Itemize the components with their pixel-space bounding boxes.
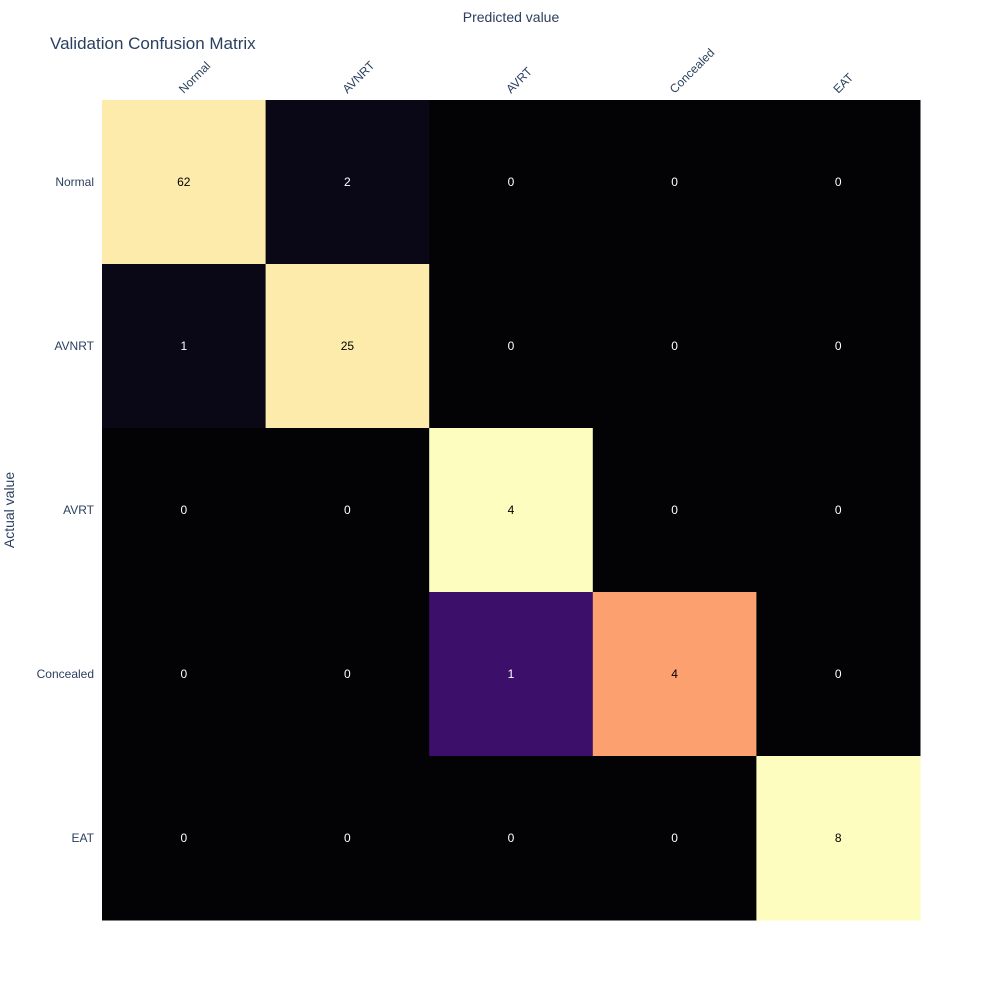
heatmap-cell-concealed-eat [756, 592, 921, 757]
y-tick-label-eat: EAT [72, 831, 95, 845]
heatmap-cell-avnrt-normal [102, 264, 267, 429]
x-tick-label-avrt: AVRT [503, 64, 535, 96]
heatmap-cell-avnrt-eat [756, 264, 921, 429]
cell-value-label: 0 [835, 175, 842, 189]
heatmap-cell-normal-eat [756, 100, 921, 265]
x-axis-tick-labels: Normal AVNRT AVRT Concealed EAT [176, 46, 857, 96]
cell-value-label: 8 [835, 831, 842, 845]
cell-value-label: 0 [671, 339, 678, 353]
cell-value-label: 0 [671, 175, 678, 189]
cell-value-label: 2 [344, 175, 351, 189]
heatmap-cell-avrt-normal [102, 428, 267, 593]
heatmap-cell-normal-avrt [429, 100, 594, 265]
heatmap-cell-concealed-normal [102, 592, 267, 757]
heatmap-cell-normal-normal [102, 100, 267, 265]
heatmap-cell-eat-normal [102, 756, 267, 921]
heatmap-cell-avrt-avrt [429, 428, 594, 593]
cell-value-label: 4 [508, 503, 515, 517]
cell-value-label: 0 [180, 667, 187, 681]
chart-title: Validation Confusion Matrix [50, 34, 256, 53]
x-tick-label-normal: Normal [176, 59, 213, 96]
cell-value-label: 0 [180, 503, 187, 517]
heatmap-cell-normal-avnrt [265, 100, 430, 265]
heatmap-cells [102, 100, 921, 921]
x-tick-label-eat: EAT [830, 70, 856, 96]
x-tick-label-concealed: Concealed [667, 46, 717, 96]
cell-value-label: 0 [344, 831, 351, 845]
y-axis-tick-labels: Normal AVNRT AVRT Concealed EAT [37, 175, 95, 845]
cell-value-label: 1 [180, 339, 187, 353]
cell-value-label: 62 [177, 175, 191, 189]
cell-value-label: 0 [344, 503, 351, 517]
heatmap-cell-eat-eat [756, 756, 921, 921]
cell-value-label: 0 [671, 831, 678, 845]
heatmap-cell-eat-concealed [592, 756, 757, 921]
cell-value-label: 0 [508, 175, 515, 189]
cell-value-label: 0 [344, 667, 351, 681]
cell-value-label: 0 [508, 339, 515, 353]
heatmap-cell-concealed-avrt [429, 592, 594, 757]
x-tick-label-avnrt: AVNRT [340, 58, 378, 96]
cell-value-label: 0 [671, 503, 678, 517]
cell-value-label: 0 [508, 831, 515, 845]
y-tick-label-avnrt: AVNRT [54, 339, 94, 353]
heatmap-cell-concealed-concealed [592, 592, 757, 757]
heatmap-cell-labels: 62 2 0 0 0 1 25 0 0 0 0 0 4 0 0 0 0 1 4 0 0 0 0 0 8 [177, 175, 842, 845]
heatmap-cell-avnrt-concealed [592, 264, 757, 429]
heatmap-cell-eat-avrt [429, 756, 594, 921]
cell-value-label: 0 [180, 831, 187, 845]
heatmap-cell-eat-avnrt [265, 756, 430, 921]
cell-value-label: 0 [835, 667, 842, 681]
heatmap-cell-avrt-avnrt [265, 428, 430, 593]
y-tick-label-normal: Normal [55, 175, 94, 189]
cell-value-label: 1 [508, 667, 515, 681]
y-tick-label-avrt: AVRT [63, 503, 95, 517]
heatmap-cell-avnrt-avnrt [265, 264, 430, 429]
cell-value-label: 25 [341, 339, 355, 353]
heatmap-cell-concealed-avnrt [265, 592, 430, 757]
cell-value-label: 0 [835, 503, 842, 517]
cell-value-label: 4 [671, 667, 678, 681]
heatmap-cell-avnrt-avrt [429, 264, 594, 429]
heatmap-cell-avrt-eat [756, 428, 921, 593]
y-tick-label-concealed: Concealed [37, 667, 94, 681]
heatmap-cell-normal-concealed [592, 100, 757, 265]
heatmap-cell-avrt-concealed [592, 428, 757, 593]
x-axis-title: Predicted value [462, 9, 560, 25]
cell-value-label: 0 [835, 339, 842, 353]
